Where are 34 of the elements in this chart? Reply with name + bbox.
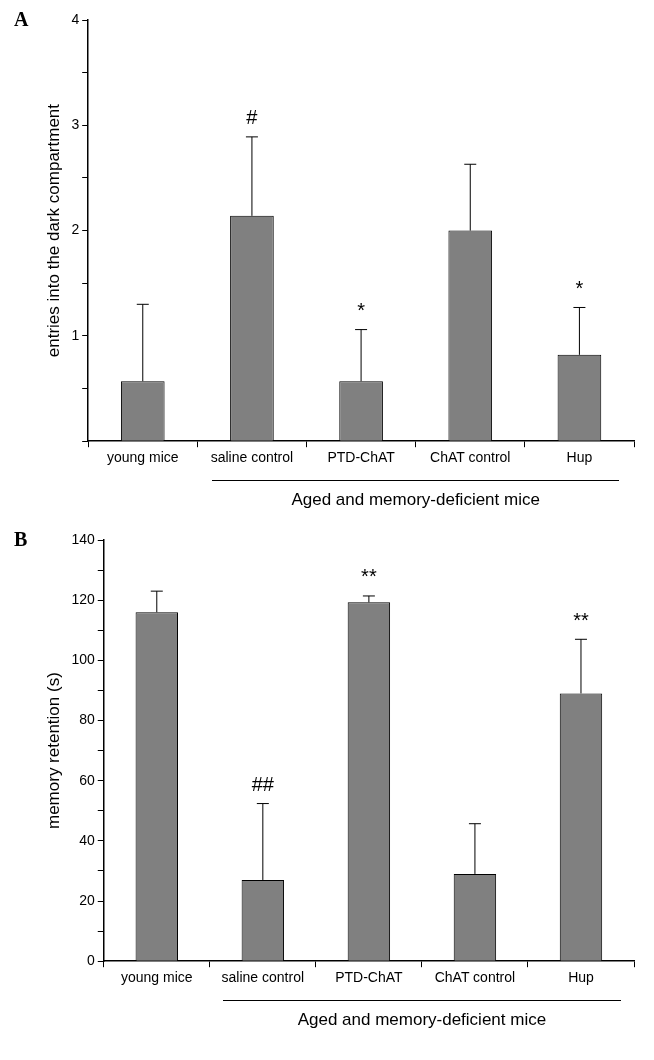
x-tick-label: ChAT control: [434, 969, 516, 986]
y-tick-label: 40: [79, 831, 95, 848]
y-tick-label: 1: [71, 326, 80, 343]
y-tick-label: 20: [79, 891, 95, 908]
x-tick-label: saline control: [221, 969, 305, 986]
y-tick-label: 3: [71, 116, 80, 133]
annotation: **: [361, 565, 377, 588]
x-tick-label: young mice: [106, 449, 179, 466]
annotation: #: [246, 106, 259, 129]
y-axis-title: memory retention (s): [43, 672, 63, 830]
y-tick-label: 0: [86, 952, 95, 969]
y-axis-title: entries into the dark compartment: [43, 103, 63, 358]
annotation: ##: [251, 773, 275, 796]
y-tick-label: 100: [71, 651, 95, 668]
x-tick-label: PTD-ChAT: [335, 969, 404, 986]
y-tick-label: 80: [79, 711, 95, 728]
x-tick-label: saline control: [210, 449, 294, 466]
chart-title: B: [14, 528, 28, 551]
x-tick-label: young mice: [120, 969, 193, 986]
x-tick-label: Hup: [566, 449, 593, 466]
chart-title: A: [14, 8, 29, 31]
y-tick-label: 4: [71, 10, 80, 27]
x-tick-label: PTD-ChAT: [327, 449, 396, 466]
annotation: **: [573, 608, 589, 631]
text: Aged and memory-deficient mice: [296, 1010, 548, 1030]
y-tick-label: 60: [79, 771, 95, 788]
annotation: *: [357, 299, 366, 322]
x-tick-label: ChAT control: [430, 449, 511, 466]
annotation: *: [575, 276, 584, 299]
y-tick-label: 140: [71, 530, 95, 547]
x-tick-label: Hup: [568, 969, 595, 986]
y-tick-label: 2: [71, 221, 80, 238]
y-tick-label: 120: [71, 591, 95, 608]
text: Aged and memory-deficient mice: [290, 490, 541, 510]
